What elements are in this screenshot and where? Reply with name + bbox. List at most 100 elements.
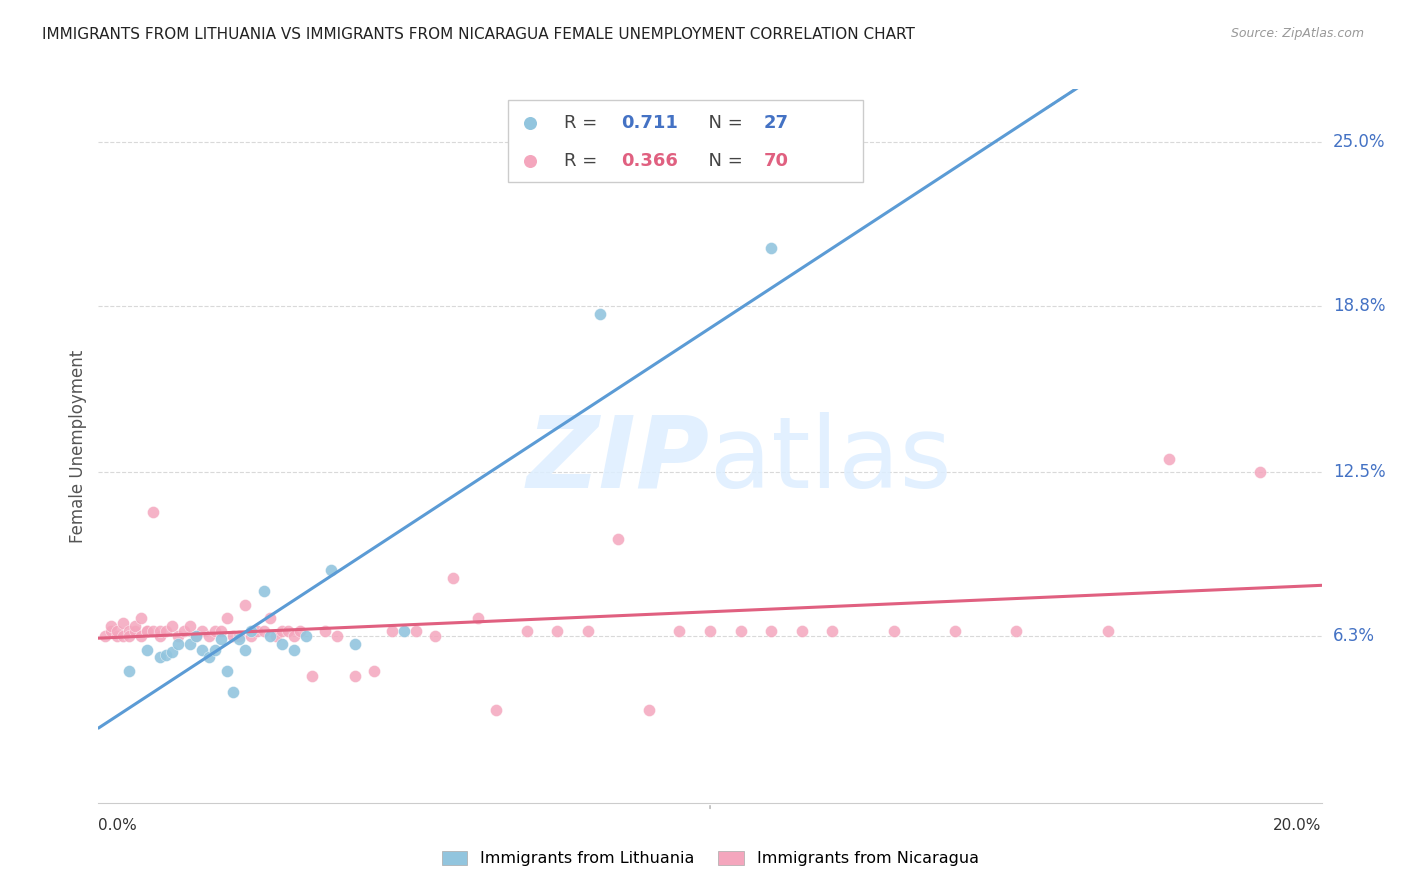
Point [142,505,165,519]
Point [252,584,274,599]
Point [204,624,226,638]
Point [344,669,367,683]
Text: 18.8%: 18.8% [1333,297,1385,315]
Point [118,629,141,643]
Point [233,598,256,612]
Point [240,629,263,643]
Point [576,624,599,638]
Point [136,642,159,657]
Point [155,624,177,638]
Point [943,624,966,638]
Y-axis label: Female Unemployment: Female Unemployment [69,350,87,542]
Point [186,629,208,643]
Point [1097,624,1119,638]
Point [246,624,269,638]
Point [209,624,232,638]
Point [423,629,446,643]
Text: 12.5%: 12.5% [1333,464,1385,482]
Point [344,637,367,651]
Point [283,629,305,643]
Point [100,624,122,638]
Point [270,637,292,651]
Point [186,629,208,643]
Point [111,616,134,631]
Point [100,618,122,632]
Point [290,624,312,638]
Text: N =: N = [696,114,748,132]
Point [790,624,813,638]
Point [759,241,782,255]
Point [173,624,195,638]
Point [149,624,172,638]
Text: 27: 27 [763,114,789,132]
Point [105,624,128,638]
Point [301,669,323,683]
Point [155,648,177,662]
Point [668,624,690,638]
Point [197,629,219,643]
Point [167,629,190,643]
Point [209,632,232,646]
Text: 0.0%: 0.0% [98,819,138,833]
Text: 25.0%: 25.0% [1333,133,1385,151]
Point [197,650,219,665]
Point [149,629,172,643]
Point [215,611,238,625]
Point [1249,466,1271,480]
Point [222,685,245,699]
Point [883,624,905,638]
Point [105,629,128,643]
FancyBboxPatch shape [508,100,863,182]
Point [392,624,416,638]
Point [142,624,165,638]
Text: IMMIGRANTS FROM LITHUANIA VS IMMIGRANTS FROM NICARAGUA FEMALE UNEMPLOYMENT CORRE: IMMIGRANTS FROM LITHUANIA VS IMMIGRANTS … [42,27,915,42]
Point [111,629,134,643]
Point [405,624,427,638]
Point [1157,452,1180,467]
Point [516,624,538,638]
Text: 0.366: 0.366 [620,153,678,170]
Point [167,637,190,651]
Point [124,624,146,638]
Point [295,629,318,643]
Point [240,624,263,638]
Point [326,629,349,643]
Point [136,624,159,638]
Point [270,624,292,638]
Point [93,629,115,643]
Point [314,624,336,638]
Legend: Immigrants from Lithuania, Immigrants from Nicaragua: Immigrants from Lithuania, Immigrants fr… [441,851,979,866]
Point [118,624,141,638]
Point [191,624,214,638]
Point [730,624,752,638]
Point [381,624,404,638]
Point [179,637,201,651]
Point [222,629,245,643]
Point [191,642,214,657]
Point [259,611,281,625]
Text: ZIP: ZIP [527,412,710,508]
Point [215,664,238,678]
Point [607,532,630,546]
Text: N =: N = [696,153,748,170]
Point [1004,624,1026,638]
Point [589,307,612,321]
Point [233,642,256,657]
Point [759,624,782,638]
Point [821,624,844,638]
Point [124,618,146,632]
Text: atlas: atlas [710,412,952,508]
Text: Source: ZipAtlas.com: Source: ZipAtlas.com [1230,27,1364,40]
Text: 20.0%: 20.0% [1274,819,1322,833]
Text: 6.3%: 6.3% [1333,627,1375,645]
Point [441,571,464,585]
Point [637,703,661,717]
Point [363,664,385,678]
Point [252,624,274,638]
Point [467,611,489,625]
Point [179,618,201,632]
Text: 0.711: 0.711 [620,114,678,132]
Point [283,642,305,657]
Point [259,629,281,643]
Point [699,624,721,638]
